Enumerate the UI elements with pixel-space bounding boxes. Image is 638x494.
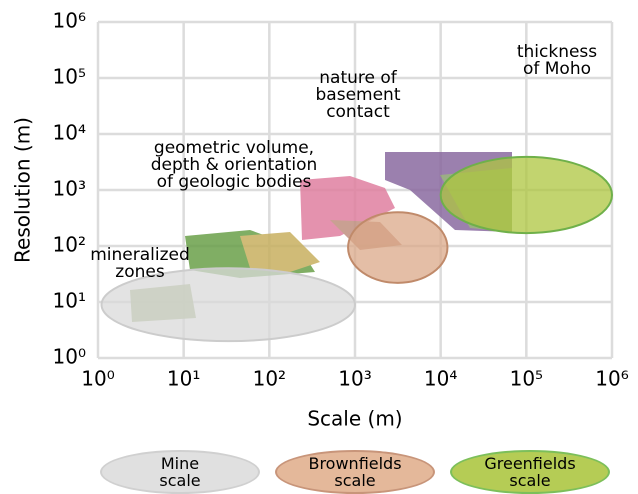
x-tick-label: 10⁴ [424, 367, 457, 391]
chart: 10⁰ 10¹ 10² 10³ 10⁴ 10⁵ 10⁶ 10⁰ 10¹ 10² 10³ 10⁴ 10⁵ 1… [11, 9, 629, 431]
y-axis-label: Resolution (m) [11, 117, 35, 263]
scale-ellipse [439, 155, 613, 235]
x-tick-label: 10¹ [167, 367, 200, 391]
scale-ellipse [347, 211, 449, 284]
annotation: nature of [319, 68, 398, 88]
x-tick-label: 10⁵ [510, 367, 543, 391]
x-tick-label: 10⁰ [81, 367, 114, 391]
annotation: zones [115, 262, 165, 282]
y-tick-label: 10⁵ [53, 65, 86, 89]
legend-entry: Brownfields scale [275, 450, 435, 494]
x-tick-label: 10² [253, 367, 286, 391]
y-tick-label: 10¹ [53, 289, 86, 313]
annotation: mineralized [90, 245, 190, 265]
annotation: of geologic bodies [157, 172, 312, 192]
x-axis-label: Scale (m) [307, 407, 402, 431]
annotation: basement [316, 85, 401, 105]
annotation: geometric volume, [154, 138, 314, 158]
y-tick-label: 10⁴ [53, 121, 86, 145]
y-tick-label: 10⁶ [53, 9, 86, 33]
annotation: depth & orientation [151, 155, 318, 175]
x-tick-label: 10³ [338, 367, 371, 391]
annotation: of Moho [523, 59, 591, 79]
legend-entry: Mine scale [100, 450, 260, 494]
x-tick-label: 10⁶ [595, 367, 628, 391]
annotation: contact [326, 102, 390, 122]
y-tick-label: 10² [53, 233, 86, 257]
annotation: thickness [517, 42, 597, 62]
y-tick-label: 10⁰ [53, 345, 86, 369]
y-tick-label: 10³ [53, 177, 86, 201]
legend-entry: Greenfields scale [450, 450, 610, 494]
scale-ellipse [100, 267, 356, 343]
